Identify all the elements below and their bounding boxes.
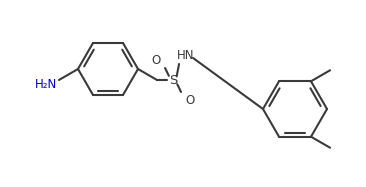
Text: O: O	[152, 53, 161, 67]
Text: S: S	[169, 73, 177, 87]
Text: HN: HN	[177, 48, 195, 62]
Text: O: O	[186, 94, 195, 107]
Text: H₂N: H₂N	[35, 77, 57, 91]
